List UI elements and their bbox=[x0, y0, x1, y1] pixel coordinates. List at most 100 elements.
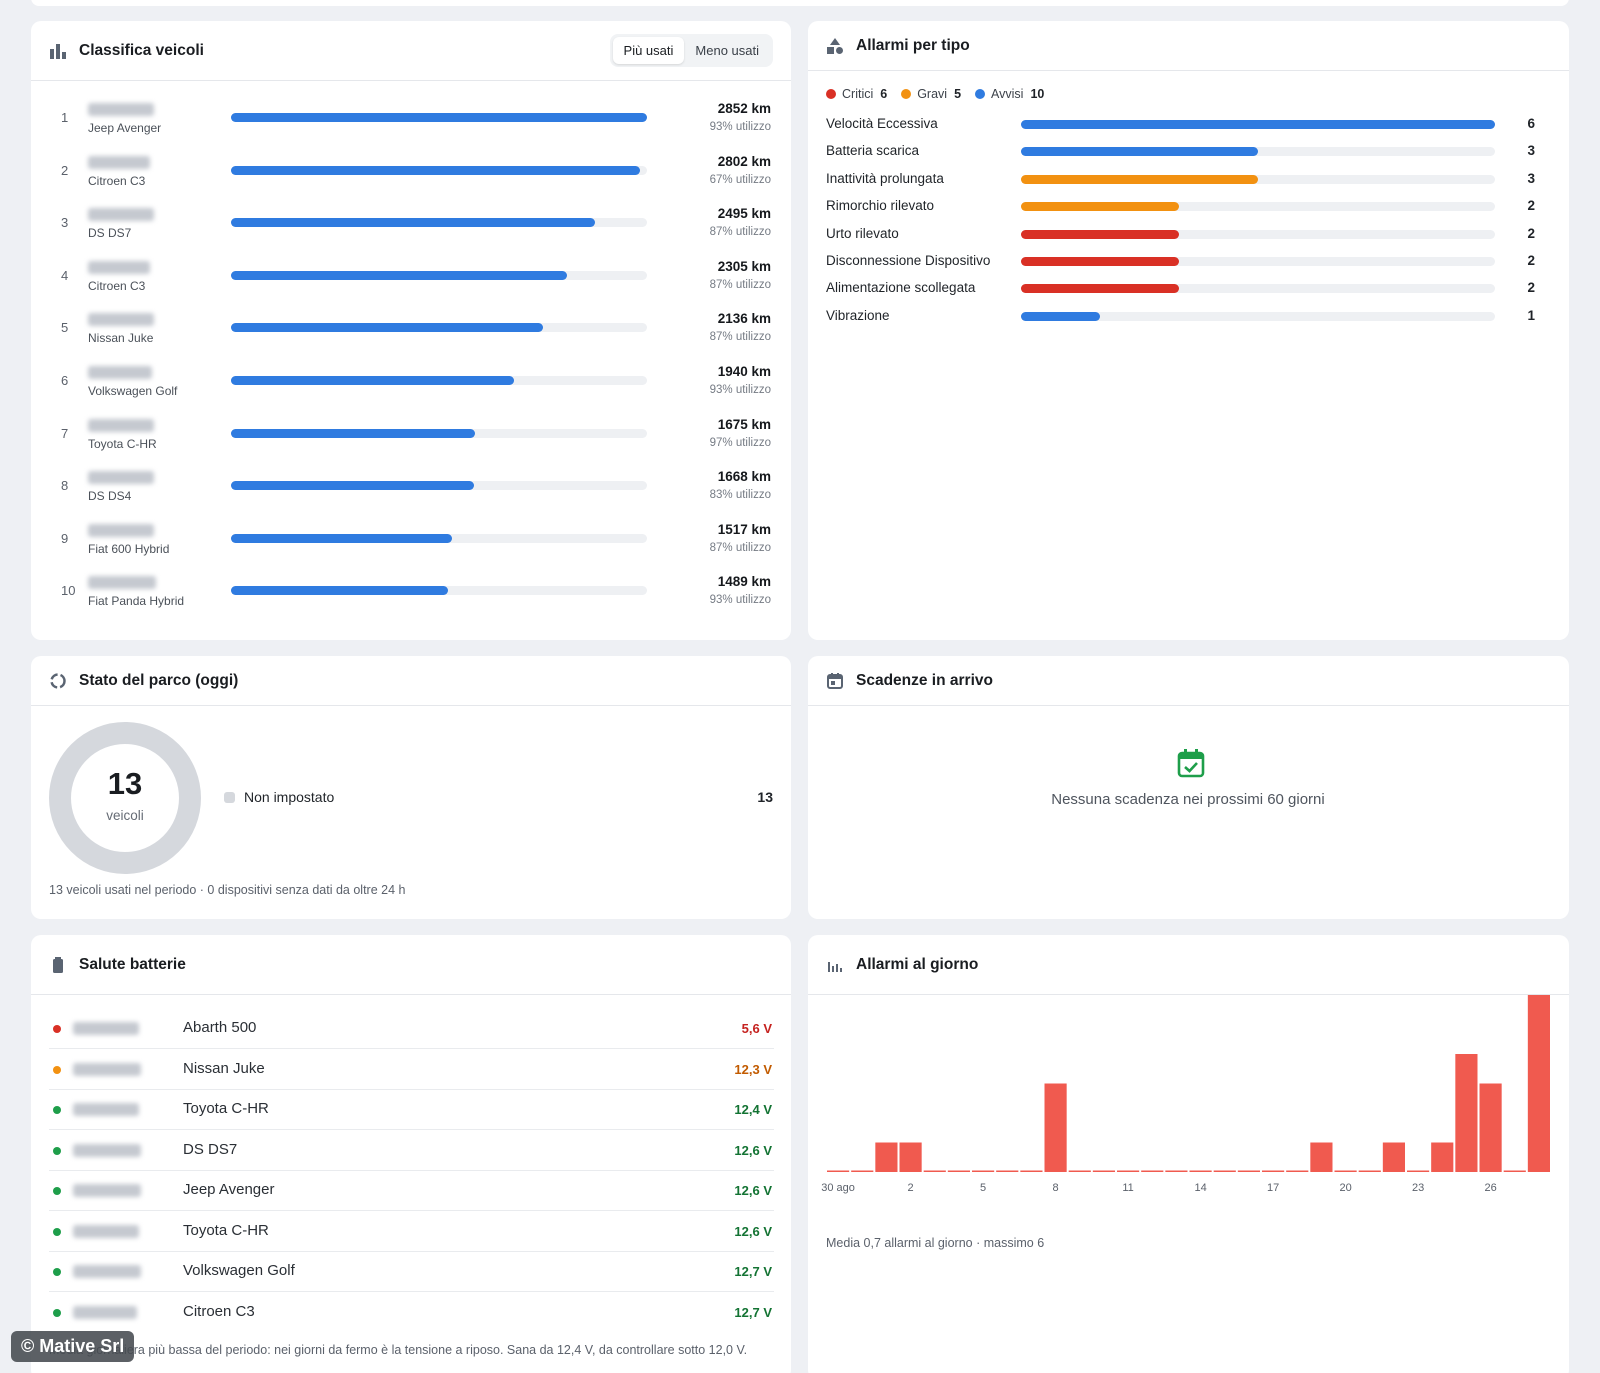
legend-severe-count: 5 bbox=[954, 87, 962, 101]
fleet-status-card: Stato del parco (oggi) 13 veicoli Non im… bbox=[31, 656, 791, 919]
ranking-row[interactable]: 2 Citroen C3 2802 km 67% utilizzo bbox=[31, 149, 791, 201]
alarm-type-track bbox=[1021, 147, 1495, 157]
ranking-row[interactable]: 7 Toyota C-HR 1675 km 97% utilizzo bbox=[31, 412, 791, 464]
tab-most-used[interactable]: Più usati bbox=[612, 37, 685, 64]
alarm-type-count: 3 bbox=[1527, 170, 1535, 186]
x-tick-label: 2 bbox=[908, 1182, 914, 1194]
day-bar bbox=[1117, 1170, 1140, 1172]
day-bar bbox=[1020, 1170, 1043, 1172]
ranking-row[interactable]: 1 Jeep Avenger 2852 km 93% utilizzo bbox=[31, 96, 791, 148]
day-bar bbox=[1141, 1170, 1164, 1172]
bar-chart-icon bbox=[49, 42, 67, 60]
battery-vehicle-model: Jeep Avenger bbox=[183, 1181, 275, 1198]
day-bar bbox=[1213, 1170, 1236, 1172]
alarm-type-label: Vibrazione bbox=[826, 307, 890, 323]
redacted-plate bbox=[73, 1143, 141, 1157]
day-bar bbox=[1382, 1142, 1405, 1172]
status-label: Non impostato bbox=[244, 789, 335, 805]
ranking-row[interactable]: 3 DS DS7 2495 km 87% utilizzo bbox=[31, 201, 791, 253]
usage-bar bbox=[231, 376, 514, 385]
alarms-by-type-header: Allarmi per tipo bbox=[808, 21, 1569, 71]
redacted-plate bbox=[88, 366, 152, 379]
alarm-type-bar bbox=[1021, 257, 1179, 266]
alarm-type-bar bbox=[1021, 120, 1495, 129]
vehicle-usage: 97% utilizzo bbox=[709, 436, 771, 449]
day-bar bbox=[947, 1170, 970, 1172]
vehicle-usage: 87% utilizzo bbox=[709, 278, 771, 291]
status-swatch bbox=[224, 791, 235, 803]
battery-row[interactable]: Abarth 500 5,6 V bbox=[49, 1009, 774, 1049]
day-bar bbox=[1286, 1170, 1309, 1172]
day-bar bbox=[1068, 1170, 1091, 1172]
ranking-row[interactable]: 9 Fiat 600 Hybrid 1517 km 87% utilizzo bbox=[31, 517, 791, 569]
ranking-row[interactable]: 10 Fiat Panda Hybrid 1489 km 93% utilizzo bbox=[31, 569, 791, 621]
battery-health-title: Salute batterie bbox=[79, 955, 186, 973]
rank-number: 9 bbox=[61, 530, 69, 546]
ranking-row[interactable]: 5 Nissan Juke 2136 km 87% utilizzo bbox=[31, 306, 791, 358]
alarms-per-day-chart: 30 ago 2 5 8 11 14 17 20 23 26 bbox=[821, 995, 1550, 1194]
vehicle-model: Fiat 600 Hybrid bbox=[88, 541, 170, 556]
usage-track bbox=[231, 586, 647, 596]
ranking-row[interactable]: 6 Volkswagen Golf 1940 km 93% utilizzo bbox=[31, 359, 791, 411]
vehicle-model: Citroen C3 bbox=[88, 278, 146, 293]
battery-voltage: 12,7 V bbox=[734, 1264, 772, 1279]
alarms-by-type-card: Allarmi per tipo Critici 6 Gravi 5 Avvisi 1… bbox=[808, 21, 1569, 640]
status-legend-item: Non impostato bbox=[224, 789, 334, 805]
vehicle-usage: 83% utilizzo bbox=[709, 489, 771, 502]
x-tick-label: 17 bbox=[1267, 1182, 1279, 1194]
battery-status-dot bbox=[53, 1065, 61, 1074]
alarms-per-day-footnote: Media 0,7 allarmi al giorno · massimo 6 bbox=[826, 1236, 1045, 1250]
alarm-type-count: 2 bbox=[1527, 198, 1535, 214]
ranking-row[interactable]: 8 DS DS4 1668 km 83% utilizzo bbox=[31, 464, 791, 516]
vehicle-km: 1489 km bbox=[717, 574, 771, 590]
battery-row[interactable]: Jeep Avenger 12,6 V bbox=[49, 1171, 774, 1211]
battery-voltage: 12,6 V bbox=[734, 1142, 772, 1158]
vehicle-usage: 87% utilizzo bbox=[709, 331, 771, 344]
day-bar bbox=[996, 1170, 1019, 1172]
battery-vehicle-model: Toyota C-HR bbox=[183, 1221, 269, 1239]
alarm-type-row: Vibrazione 1 bbox=[808, 304, 1553, 331]
vehicle-model: Citroen C3 bbox=[88, 173, 146, 188]
usage-track bbox=[231, 323, 647, 333]
day-bar bbox=[1503, 1170, 1526, 1172]
mini-bars-icon bbox=[826, 956, 844, 974]
redacted-plate bbox=[88, 313, 154, 327]
redacted-plate bbox=[88, 208, 154, 222]
ranking-row[interactable]: 4 Citroen C3 2305 km 87% utilizzo bbox=[31, 254, 791, 306]
battery-vehicle-model: Toyota C-HR bbox=[183, 1100, 269, 1117]
vehicle-model: Fiat Panda Hybrid bbox=[88, 594, 185, 609]
alarm-type-bar bbox=[1021, 202, 1179, 212]
day-bar bbox=[1334, 1170, 1357, 1172]
day-bar bbox=[875, 1142, 898, 1172]
rank-number: 3 bbox=[61, 215, 69, 231]
battery-vehicle-model: Citroen C3 bbox=[183, 1302, 255, 1320]
redacted-plate bbox=[88, 155, 150, 169]
usage-track bbox=[231, 165, 647, 175]
vehicle-model: Volkswagen Golf bbox=[88, 384, 178, 398]
battery-vehicle-model: Volkswagen Golf bbox=[183, 1262, 295, 1279]
battery-row[interactable]: Volkswagen Golf 12,7 V bbox=[49, 1252, 774, 1292]
redacted-plate bbox=[73, 1184, 141, 1197]
usage-track bbox=[231, 533, 647, 543]
alarm-type-count: 2 bbox=[1527, 253, 1535, 268]
battery-row[interactable]: Toyota C-HR 12,6 V bbox=[49, 1212, 774, 1252]
day-bar bbox=[1044, 1083, 1067, 1172]
battery-row[interactable]: Citroen C3 12,7 V bbox=[49, 1293, 774, 1333]
usage-bar bbox=[231, 586, 449, 596]
legend-critical: Critici 6 bbox=[826, 87, 887, 101]
calendar-icon bbox=[826, 672, 844, 690]
battery-row[interactable]: DS DS7 12,6 V bbox=[49, 1131, 774, 1171]
usage-track bbox=[231, 113, 647, 122]
vehicle-model: DS DS4 bbox=[88, 489, 132, 504]
battery-status-dot bbox=[53, 1146, 61, 1155]
battery-row[interactable]: Nissan Juke 12,3 V bbox=[49, 1050, 774, 1090]
battery-row[interactable]: Toyota C-HR 12,4 V bbox=[49, 1090, 774, 1130]
donut-icon bbox=[49, 672, 67, 690]
battery-health-header: Salute batterie bbox=[31, 935, 791, 995]
usage-bar bbox=[231, 481, 475, 491]
redacted-plate bbox=[88, 103, 154, 116]
fleet-status-header: Stato del parco (oggi) bbox=[31, 656, 791, 706]
alarms-per-day-title: Allarmi al giorno bbox=[856, 955, 979, 973]
tab-least-used[interactable]: Meno usati bbox=[695, 43, 759, 58]
fleet-status-footnote: 13 veicoli usati nel periodo · 0 disposi… bbox=[49, 883, 406, 897]
